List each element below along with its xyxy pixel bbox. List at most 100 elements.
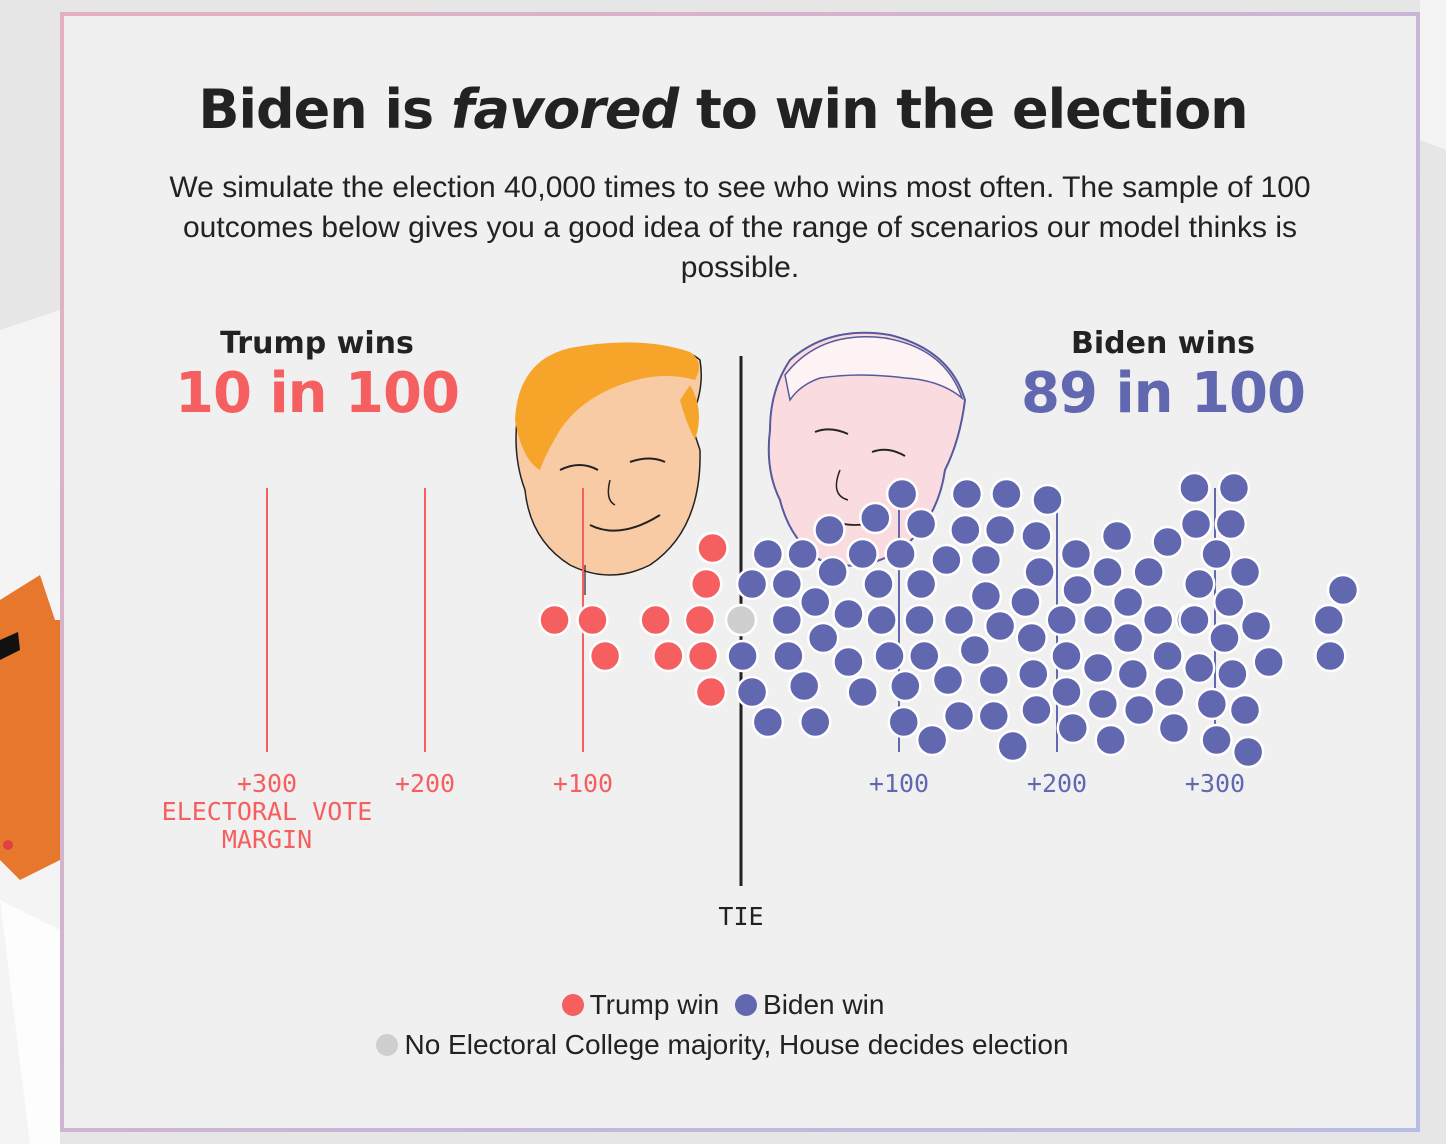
- dot-biden-48: [1009, 585, 1042, 619]
- chart-subtitle: We simulate the election 40,000 times to…: [169, 171, 1311, 284]
- dot-biden-98: [1314, 639, 1347, 673]
- legend-swatch-trump: [561, 994, 584, 1016]
- dot-trump-1: [538, 603, 571, 637]
- dot-biden-11: [799, 585, 832, 619]
- legend-swatch-biden: [735, 994, 758, 1016]
- dot-biden-40: [969, 579, 1003, 613]
- dot-trump-8: [689, 567, 723, 601]
- dot-biden-23: [873, 639, 906, 673]
- dot-biden-31: [908, 639, 941, 673]
- dot-biden-83: [1178, 603, 1211, 637]
- dot-biden-8: [770, 567, 804, 601]
- dot-trump-9: [694, 675, 728, 709]
- dot-biden-30: [904, 507, 938, 541]
- dot-biden-45: [983, 513, 1017, 547]
- trump-wins-label: Trump wins: [220, 326, 414, 361]
- dot-biden-50: [1023, 555, 1056, 589]
- dot-tie-1: [724, 603, 758, 637]
- dot-biden-75: [1151, 525, 1184, 559]
- dot-biden-72: [1141, 603, 1175, 637]
- dot-biden-58: [1061, 573, 1094, 607]
- dot-biden-89: [1214, 507, 1248, 541]
- dot-biden-71: [1132, 555, 1165, 589]
- dot-biden-22: [859, 501, 892, 535]
- dot-biden-59: [1059, 537, 1093, 571]
- dot-biden-73: [1151, 639, 1184, 673]
- dot-biden-94: [1231, 735, 1265, 769]
- chart-title: Biden is favored to win the election: [198, 78, 1248, 141]
- dot-biden-24: [884, 537, 917, 571]
- dot-biden-42: [977, 663, 1011, 697]
- tick-label-trump-300: +300: [237, 769, 297, 798]
- dot-biden-96: [1252, 645, 1285, 679]
- dot-biden-28: [903, 603, 936, 637]
- dot-trump-5: [652, 639, 685, 673]
- dot-biden-49: [1015, 621, 1048, 655]
- dot-biden-5: [751, 705, 785, 739]
- dot-biden-55: [1045, 603, 1078, 637]
- biden-portrait: [767, 331, 967, 567]
- dot-biden-34: [931, 663, 965, 697]
- legend-item-tie: No Electoral College majority, House dec…: [376, 1029, 1069, 1060]
- dot-biden-6: [770, 603, 804, 637]
- legend-swatch-tie: [376, 1034, 399, 1056]
- dot-biden-61: [1081, 603, 1115, 637]
- dot-biden-51: [1017, 657, 1050, 691]
- legend-item-biden: Biden win: [735, 989, 884, 1020]
- tick-label-biden-200: +200: [1027, 769, 1087, 798]
- tick-label-biden-100: +100: [869, 769, 929, 798]
- dot-biden-29: [904, 567, 938, 601]
- dot-biden-57: [1050, 675, 1083, 709]
- axis-title-line-1: ELECTORAL VOTE: [162, 797, 373, 826]
- dot-biden-35: [942, 603, 976, 637]
- dot-biden-25: [889, 669, 922, 703]
- mascot-illustration: [0, 575, 60, 1144]
- dot-biden-38: [950, 477, 984, 511]
- dot-biden-15: [813, 513, 846, 547]
- dot-biden-54: [1031, 483, 1064, 517]
- dot-trump-4: [639, 603, 672, 637]
- dot-biden-9: [787, 669, 821, 703]
- dot-biden-60: [1056, 711, 1090, 745]
- dot-biden-67: [1111, 621, 1145, 655]
- dot-biden-17: [832, 645, 865, 679]
- dot-biden-68: [1111, 585, 1145, 619]
- dot-biden-78: [1182, 567, 1216, 601]
- trump-wins-odds: 10 in 100: [175, 361, 460, 426]
- dot-biden-85: [1200, 537, 1233, 571]
- dot-trump-7: [686, 639, 720, 673]
- dot-biden-3: [735, 675, 769, 709]
- legend-item-trump: Trump win: [561, 989, 720, 1020]
- dot-biden-90: [1216, 657, 1249, 691]
- dot-biden-43: [977, 699, 1011, 733]
- dot-biden-92: [1228, 555, 1262, 589]
- dot-biden-80: [1179, 507, 1213, 541]
- dot-biden-56: [1050, 639, 1083, 673]
- dot-biden-7: [772, 639, 805, 673]
- dot-biden-36: [942, 699, 976, 733]
- dot-biden-64: [1091, 555, 1124, 589]
- tick-label-biden-300: +300: [1185, 769, 1245, 798]
- dot-biden-97: [1312, 603, 1346, 637]
- axis-title-line-2: MARGIN: [222, 825, 312, 854]
- dot-biden-69: [1116, 657, 1150, 691]
- dot-biden-63: [1086, 687, 1120, 721]
- dot-biden-81: [1178, 471, 1211, 505]
- dot-biden-44: [983, 609, 1017, 643]
- biden-wins-odds: 89 in 100: [1021, 361, 1306, 426]
- dot-biden-65: [1100, 519, 1134, 553]
- biden-wins-block: Biden wins 89 in 100: [993, 326, 1333, 426]
- biden-wins-label: Biden wins: [1071, 326, 1255, 361]
- dot-biden-14: [816, 555, 849, 589]
- dot-biden-47: [996, 729, 1030, 763]
- dot-biden-4: [751, 537, 785, 571]
- trump-wins-block: Trump wins 10 in 100: [147, 326, 487, 426]
- dot-biden-21: [862, 567, 895, 601]
- dot-biden-27: [885, 477, 919, 511]
- dot-biden-62: [1081, 651, 1115, 685]
- dot-biden-79: [1182, 651, 1216, 685]
- dot-biden-46: [990, 477, 1023, 511]
- dot-biden-70: [1122, 693, 1156, 727]
- legend-label-trump: Trump win: [589, 989, 720, 1020]
